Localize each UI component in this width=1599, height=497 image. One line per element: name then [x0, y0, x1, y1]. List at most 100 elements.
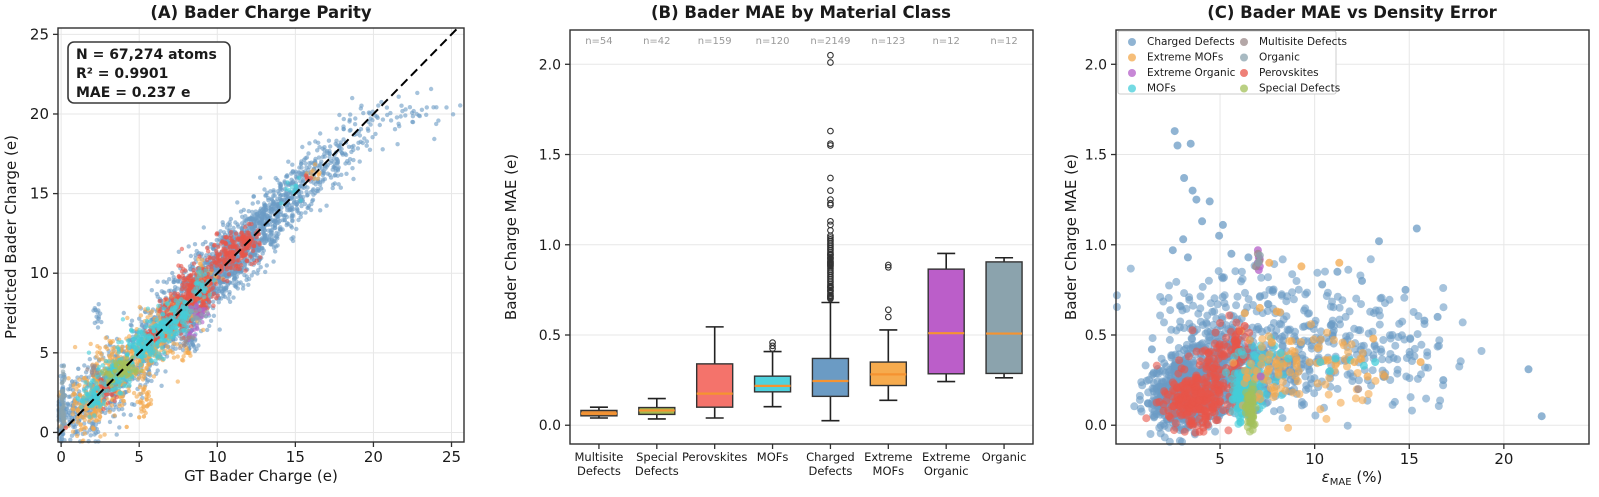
scatter-point [170, 306, 174, 310]
scatter-point [224, 286, 228, 290]
scatter-point [290, 163, 294, 167]
scatter-point [399, 114, 403, 118]
scatter-point [174, 326, 178, 330]
scatter-point [351, 177, 355, 181]
sample-count-label: n=159 [698, 36, 732, 47]
scatter-point [227, 292, 231, 296]
scatter-point [113, 363, 117, 367]
scatter-point [193, 242, 197, 246]
scatter-point [147, 351, 151, 355]
scatter-point [279, 206, 283, 210]
scatter-point [359, 104, 363, 108]
scatter-point [287, 203, 291, 207]
scatter-point [220, 257, 224, 261]
scatter-point [429, 87, 433, 91]
scatter-point [217, 275, 221, 279]
scatter-point [399, 104, 403, 108]
scatter-point [125, 352, 129, 356]
scatter-point [145, 397, 149, 401]
scatter-point [351, 144, 355, 148]
scatter-point [403, 107, 407, 111]
scatter-point [362, 136, 366, 140]
scatter-point [277, 181, 281, 185]
scatter-point [141, 329, 145, 333]
scatter-point [415, 112, 419, 116]
scatter-point [104, 336, 108, 340]
scatter-point [231, 295, 235, 299]
panel-a-title: (A) Bader Charge Parity [150, 3, 372, 22]
scatter-point [311, 198, 315, 202]
scatter-point [378, 123, 382, 127]
scatter-point [178, 346, 182, 350]
sample-count-label: n=54 [585, 36, 612, 47]
scatter-point [89, 433, 93, 437]
scatter-point [132, 391, 136, 395]
scatter-point [381, 117, 385, 121]
scatter-point [141, 377, 145, 381]
scatter-point [76, 384, 80, 388]
scatter-point [318, 208, 322, 212]
scatter-point [171, 341, 175, 345]
scatter-point [356, 141, 360, 145]
scatter-point [132, 345, 136, 349]
scatter-point [347, 145, 351, 149]
scatter-point [176, 354, 180, 358]
scatter-point [213, 260, 217, 264]
scatter-point [138, 305, 142, 309]
scatter-point [206, 249, 210, 253]
scatter-point [299, 162, 303, 166]
scatter-point [180, 358, 184, 362]
scatter-point [326, 172, 330, 176]
scatter-point [110, 355, 114, 359]
scatter-point [283, 213, 287, 217]
scatter-point [172, 331, 176, 335]
scatter-point [139, 369, 143, 373]
scatter-point [83, 399, 87, 403]
scatter-point [211, 304, 215, 308]
scatter-point [141, 388, 145, 392]
scatter-point [170, 325, 174, 329]
scatter-point [152, 343, 156, 347]
scatter-point [270, 197, 274, 201]
scatter-point [304, 165, 308, 169]
scatter-point [259, 265, 263, 269]
scatter-point [278, 225, 282, 229]
scatter-point [142, 372, 146, 376]
scatter-point [290, 219, 294, 223]
scatter-point [239, 209, 243, 213]
scatter-point [107, 371, 111, 375]
scatter-point [221, 223, 225, 227]
scatter-point [205, 258, 209, 262]
scatter-point [93, 321, 97, 325]
scatter-point [347, 119, 351, 123]
scatter-point [60, 411, 64, 415]
scatter-point [403, 113, 407, 117]
scatter-point [130, 319, 134, 323]
scatter-point [285, 223, 289, 227]
scatter-point [101, 407, 105, 411]
scatter-point [246, 283, 250, 287]
scatter-point [370, 118, 374, 122]
scatter-point [66, 402, 70, 406]
scatter-point [266, 214, 270, 218]
scatter-point [451, 112, 455, 116]
scatter-point [201, 328, 205, 332]
scatter-point [212, 314, 216, 318]
scatter-point [353, 116, 357, 120]
scatter-point [131, 364, 135, 368]
scatter-point [243, 269, 247, 273]
scatter-point [170, 271, 174, 275]
scatter-point [199, 312, 203, 316]
scatter-point [252, 194, 256, 198]
scatter-point [195, 249, 199, 253]
scatter-point [162, 280, 166, 284]
scatter-point [117, 360, 121, 364]
scatter-point [290, 225, 294, 229]
scatter-point [273, 226, 277, 230]
scatter-point [256, 200, 260, 204]
scatter-point [240, 215, 244, 219]
scatter-point [163, 369, 167, 373]
scatter-point [269, 210, 273, 214]
scatter-point [176, 279, 180, 283]
scatter-point [107, 339, 111, 343]
